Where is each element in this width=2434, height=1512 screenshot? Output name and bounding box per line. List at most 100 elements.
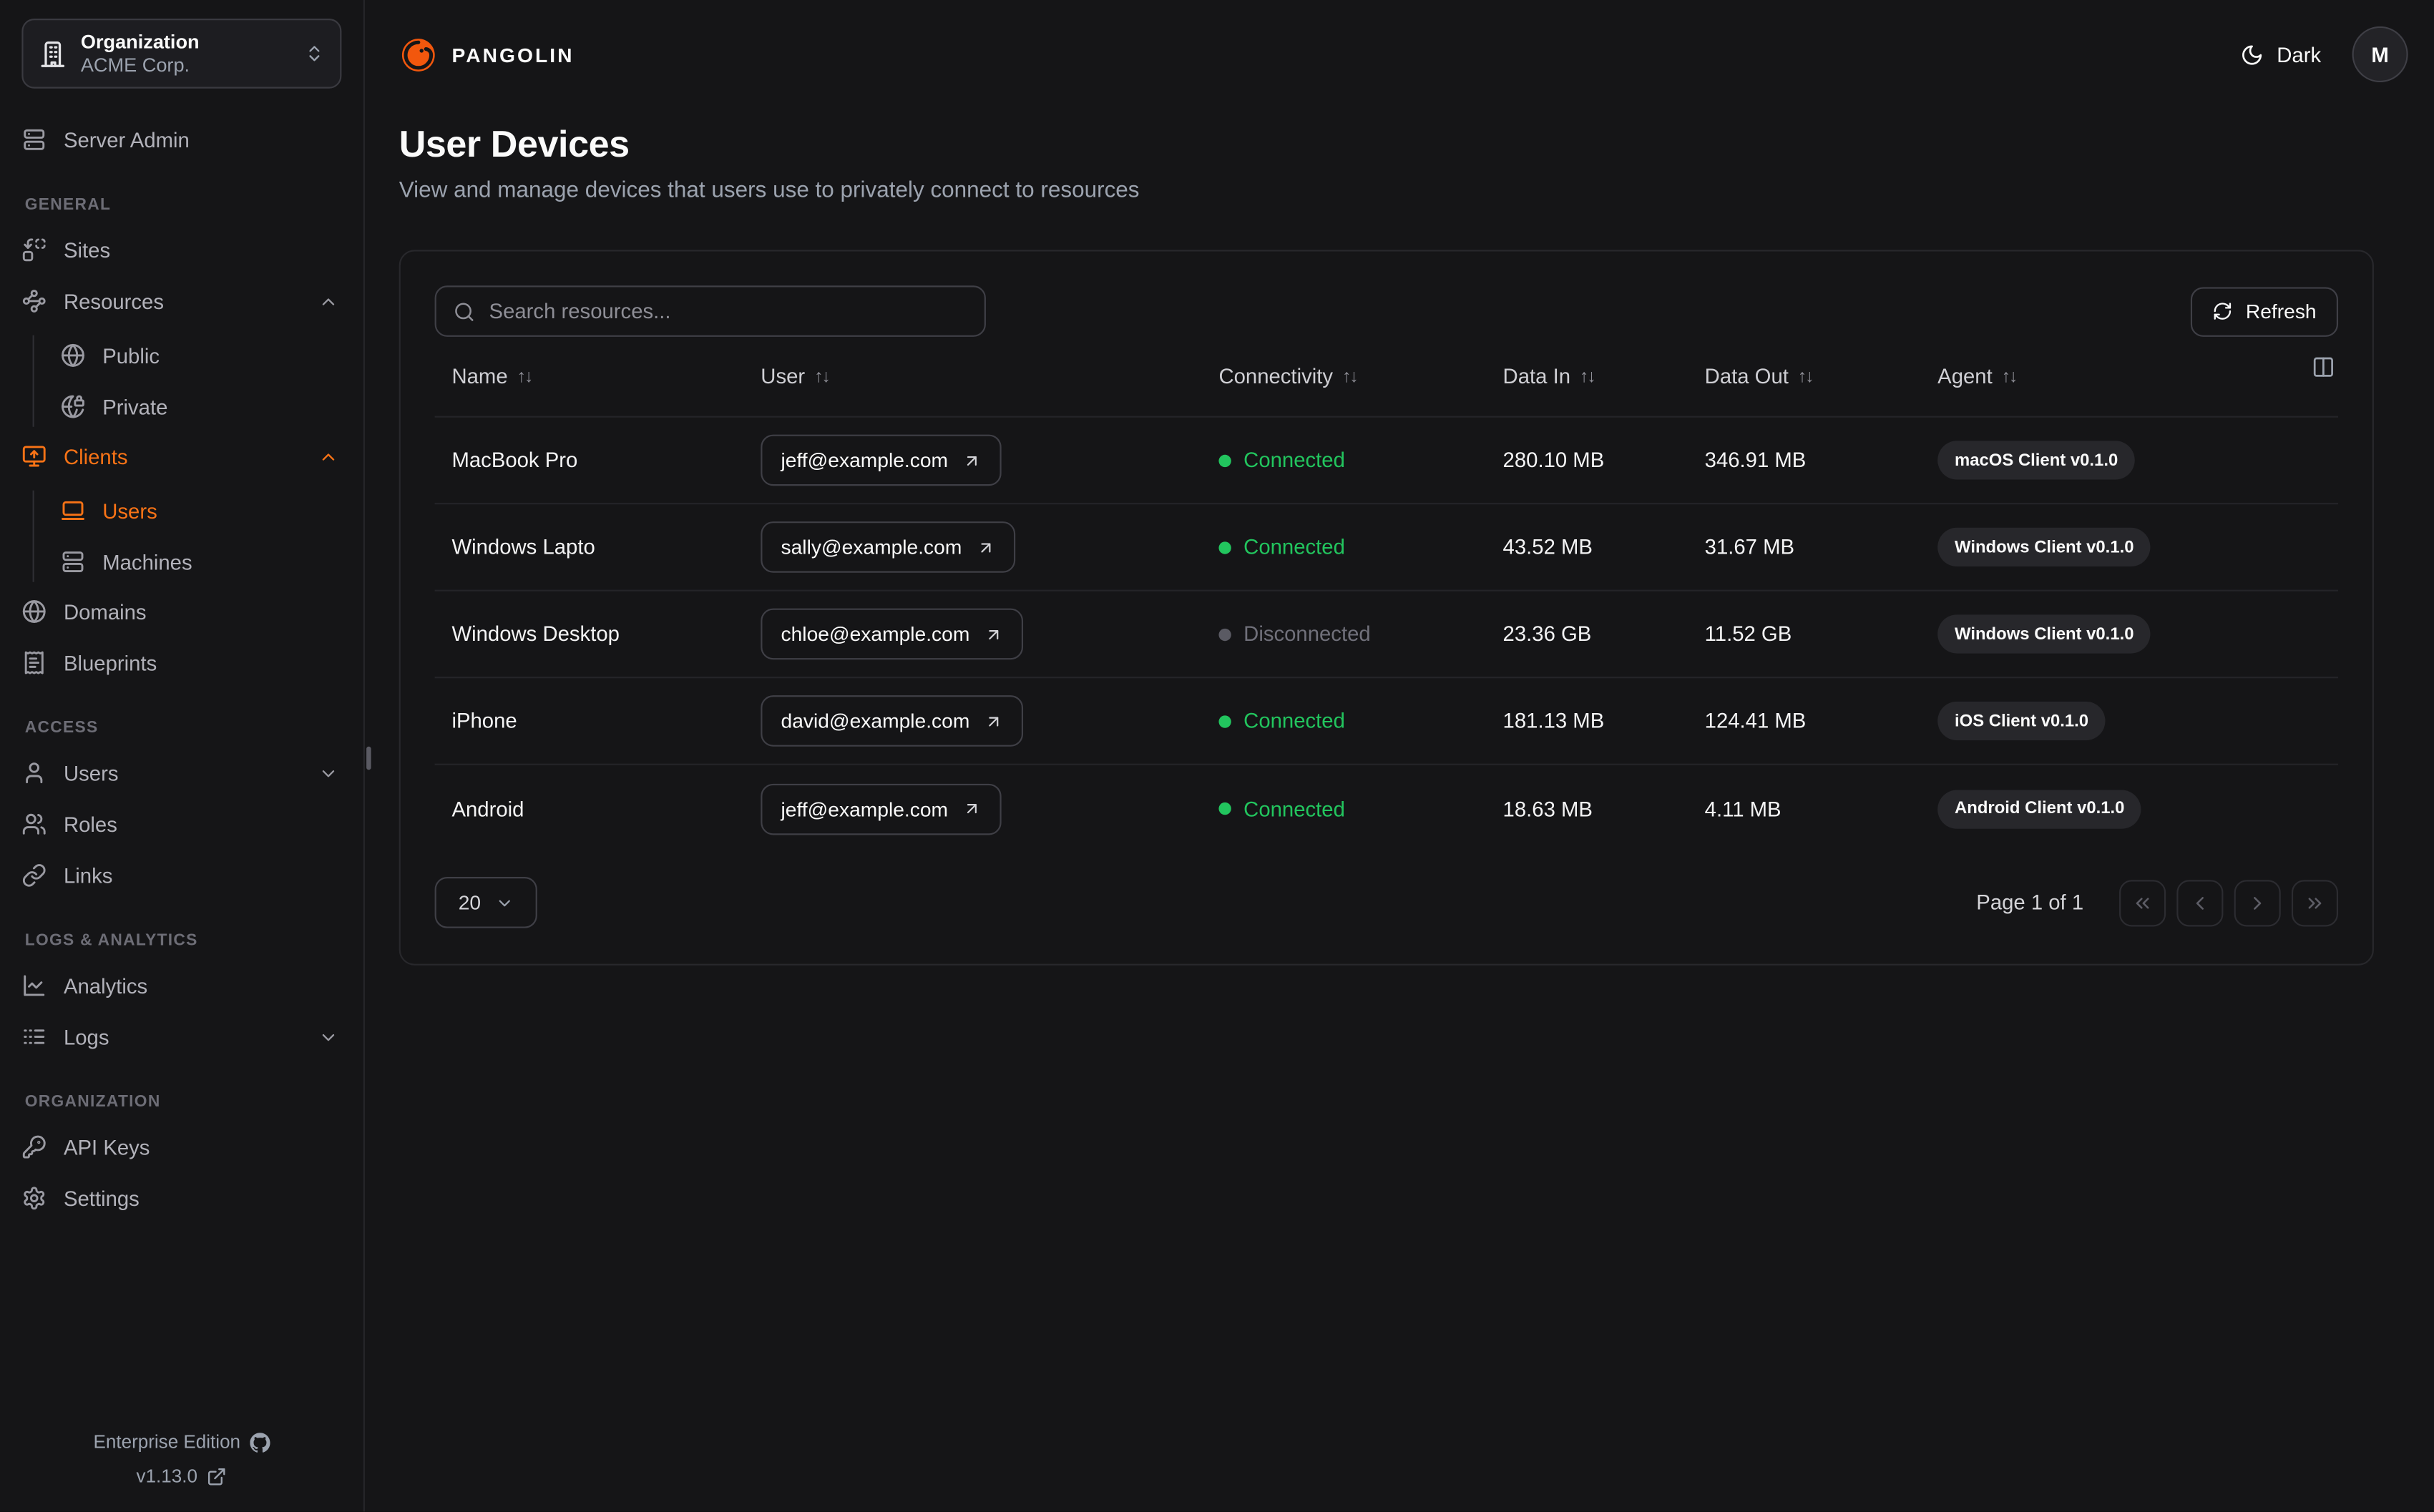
card-footer: 20 Page 1 of 1 bbox=[434, 852, 2339, 928]
sidebar-item-links[interactable]: Links bbox=[21, 855, 341, 895]
page-size-select[interactable]: 20 bbox=[434, 877, 537, 928]
clients-submenu: Users Machines bbox=[32, 490, 342, 582]
first-page-button[interactable] bbox=[2119, 879, 2166, 926]
column-header-data-out[interactable]: Data Out ↑↓ bbox=[1704, 364, 1814, 388]
link-icon bbox=[21, 863, 47, 888]
sidebar-item-logs[interactable]: Logs bbox=[21, 1016, 341, 1056]
sidebar-item-label: Links bbox=[63, 863, 113, 888]
sidebar-item-label: Users bbox=[63, 761, 119, 785]
user-link-button[interactable]: chloe@example.com bbox=[761, 608, 1023, 660]
sidebar-item-settings[interactable]: Settings bbox=[21, 1178, 341, 1218]
refresh-button[interactable]: Refresh bbox=[2191, 286, 2339, 336]
sidebar-item-machines[interactable]: Machines bbox=[61, 541, 342, 581]
page-head: User Devices View and manage devices tha… bbox=[365, 109, 2434, 204]
connectivity-status: Connected bbox=[1218, 797, 1345, 820]
pagination: Page 1 of 1 bbox=[1976, 879, 2339, 926]
sidebar-item-label: Logs bbox=[63, 1025, 109, 1049]
prev-page-button[interactable] bbox=[2176, 879, 2224, 926]
refresh-label: Refresh bbox=[2245, 299, 2317, 323]
table-header: Name ↑↓ User ↑↓ Connectivity ↑↓ Data In ↑↓ D… bbox=[434, 337, 2339, 418]
user-link-button[interactable]: jeff@example.com bbox=[761, 782, 1001, 835]
column-header-data-in[interactable]: Data In ↑↓ bbox=[1502, 364, 1596, 388]
user-link-button[interactable]: david@example.com bbox=[761, 695, 1023, 747]
column-header-connectivity[interactable]: Connectivity ↑↓ bbox=[1218, 364, 1358, 388]
search-input[interactable] bbox=[489, 299, 967, 323]
data-out-value: 124.41 MB bbox=[1704, 709, 1807, 733]
theme-toggle[interactable]: Dark bbox=[2241, 43, 2321, 67]
sidebar-item-label: Users bbox=[102, 499, 157, 523]
key-icon bbox=[21, 1134, 47, 1159]
chevron-up-icon bbox=[318, 291, 338, 311]
sidebar-item-public[interactable]: Public bbox=[61, 335, 342, 375]
brand[interactable]: PANGOLIN bbox=[399, 35, 575, 74]
gear-icon bbox=[21, 1186, 47, 1211]
sidebar-item-label: Analytics bbox=[63, 973, 148, 998]
sidebar-item-blueprints[interactable]: Blueprints bbox=[21, 642, 341, 682]
last-page-button[interactable] bbox=[2291, 879, 2339, 926]
columns-toggle-button[interactable] bbox=[2312, 355, 2335, 383]
sidebar-item-server-admin[interactable]: Server Admin bbox=[21, 119, 341, 159]
globe-icon bbox=[21, 599, 47, 624]
logs-icon bbox=[21, 1024, 47, 1049]
version-label: v1.13.0 bbox=[136, 1465, 197, 1487]
status-dot-icon bbox=[1218, 541, 1231, 554]
resources-submenu: Public Private bbox=[32, 335, 342, 427]
sidebar-item-label: Domains bbox=[63, 599, 147, 624]
sidebar-item-client-users[interactable]: Users bbox=[61, 491, 342, 531]
page-size-value: 20 bbox=[458, 890, 482, 915]
sites-icon bbox=[21, 237, 47, 262]
org-selector[interactable]: Organization ACME Corp. bbox=[21, 19, 342, 89]
server-icon bbox=[21, 127, 47, 152]
scrollbar-thumb[interactable] bbox=[366, 746, 371, 770]
chevrons-left-icon bbox=[2131, 892, 2153, 913]
status-dot-icon bbox=[1218, 715, 1231, 728]
data-in-value: 280.10 MB bbox=[1502, 448, 1605, 472]
data-out-value: 346.91 MB bbox=[1704, 448, 1807, 472]
sidebar-item-sites[interactable]: Sites bbox=[21, 230, 341, 270]
users-icon bbox=[21, 812, 47, 837]
refresh-icon bbox=[2213, 301, 2233, 321]
sidebar-item-clients[interactable]: Clients bbox=[21, 436, 341, 476]
search-icon bbox=[454, 300, 475, 322]
sidebar-item-domains[interactable]: Domains bbox=[21, 591, 341, 632]
sort-icon: ↑↓ bbox=[1580, 367, 1596, 386]
edition-link[interactable]: Enterprise Edition bbox=[94, 1431, 270, 1453]
sidebar-item-label: Private bbox=[102, 395, 168, 418]
chevron-left-icon bbox=[2189, 892, 2211, 913]
org-selector-texts: Organization ACME Corp. bbox=[81, 30, 290, 77]
next-page-button[interactable] bbox=[2234, 879, 2281, 926]
sidebar-item-users[interactable]: Users bbox=[21, 752, 341, 792]
sidebar-item-api-keys[interactable]: API Keys bbox=[21, 1126, 341, 1167]
monitor-up-icon bbox=[21, 444, 47, 469]
column-header-agent[interactable]: Agent ↑↓ bbox=[1937, 364, 2018, 388]
sort-icon: ↑↓ bbox=[2001, 367, 2018, 386]
arrow-up-right-icon bbox=[962, 451, 981, 469]
waypoints-icon bbox=[21, 289, 47, 314]
column-header-name[interactable]: Name ↑↓ bbox=[451, 364, 533, 388]
arrow-up-right-icon bbox=[984, 624, 1002, 643]
sidebar-item-label: Blueprints bbox=[63, 651, 157, 674]
user-link-button[interactable]: jeff@example.com bbox=[761, 434, 1001, 486]
building-icon bbox=[39, 39, 67, 67]
page-info: Page 1 of 1 bbox=[1976, 890, 2084, 915]
table-row: iPhone david@example.com Connected 181.1… bbox=[434, 678, 2339, 765]
sidebar-item-roles[interactable]: Roles bbox=[21, 804, 341, 844]
sidebar-item-label: Sites bbox=[63, 238, 111, 262]
receipt-icon bbox=[21, 650, 47, 675]
sidebar-item-private[interactable]: Private bbox=[61, 386, 342, 426]
table-row: MacBook Pro jeff@example.com Connected 2… bbox=[434, 418, 2339, 505]
devices-card: Refresh Name↑↓ User↑↓ Connectivity↑↓ Dat… bbox=[399, 250, 2374, 966]
column-header-user[interactable]: User ↑↓ bbox=[761, 364, 831, 388]
agent-badge: Windows Client v0.1.0 bbox=[1937, 614, 2151, 654]
sidebar-item-resources[interactable]: Resources bbox=[21, 281, 341, 321]
data-in-value: 23.36 GB bbox=[1502, 622, 1592, 646]
avatar[interactable]: M bbox=[2352, 26, 2408, 83]
version-link[interactable]: v1.13.0 bbox=[136, 1465, 228, 1487]
main-content: PANGOLIN Dark M User Devices View and ma… bbox=[365, 0, 2434, 1512]
sidebar-item-analytics[interactable]: Analytics bbox=[21, 966, 341, 1006]
moon-icon bbox=[2241, 43, 2264, 67]
connectivity-status: Disconnected bbox=[1218, 623, 1371, 646]
table-row: Android jeff@example.com Connected 18.63… bbox=[435, 765, 2338, 853]
sidebar: Organization ACME Corp. Server Admin GEN… bbox=[0, 0, 365, 1512]
user-link-button[interactable]: sally@example.com bbox=[761, 521, 1015, 573]
